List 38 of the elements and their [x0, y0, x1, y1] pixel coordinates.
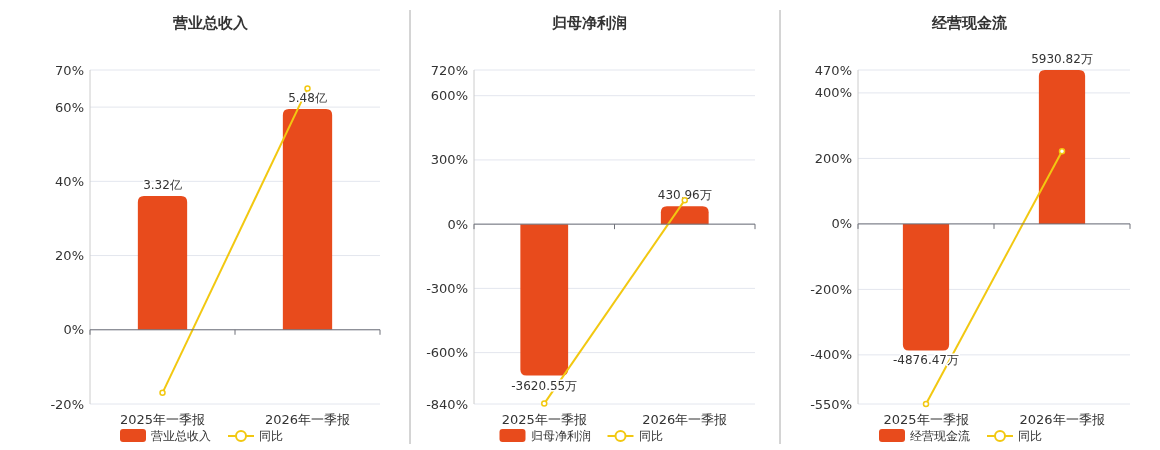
legend-label: 归母净利润	[530, 429, 591, 444]
data-label: 3.32亿	[143, 178, 182, 193]
x-tick-label: 2026年一季报	[1019, 412, 1105, 427]
legend-label: 经营现金流	[910, 429, 970, 444]
y-tick-label: 40%	[55, 173, 84, 189]
data-label: 5930.82万	[1031, 52, 1093, 66]
y-tick-label: 70%	[55, 62, 84, 78]
y-tick-label: -600%	[426, 345, 468, 361]
y-tick-label: 600%	[430, 88, 468, 104]
x-tick-label: 2025年一季报	[119, 412, 206, 427]
y-tick-label: 400%	[814, 85, 852, 101]
chart-title: 归母净利润	[551, 14, 627, 32]
legend-label: 营业总收入	[151, 429, 211, 444]
chart-title: 经营现金流	[930, 14, 1008, 32]
y-tick-label: -840%	[426, 396, 468, 412]
legend-label: 同比	[638, 429, 663, 444]
y-tick-label: 60%	[55, 99, 84, 115]
y-tick-label: -400%	[810, 347, 852, 363]
y-tick-label: -550%	[810, 396, 852, 412]
y-tick-label: 20%	[55, 248, 84, 264]
x-tick-label: 2025年一季报	[883, 412, 969, 427]
legend-label: 同比	[1018, 429, 1042, 444]
y-tick-label: -300%	[426, 280, 468, 296]
chart-title: 营业总收入	[171, 14, 249, 32]
x-tick-label: 2025年一季报	[501, 412, 587, 427]
x-tick-label: 2026年一季报	[642, 412, 728, 427]
y-tick-label: -200%	[810, 281, 852, 297]
y-tick-label: 200%	[814, 150, 852, 166]
x-tick-label: 2026年一季报	[264, 412, 351, 427]
y-tick-label: 0%	[831, 216, 852, 232]
legend-label: 同比	[259, 429, 283, 444]
y-tick-label: 470%	[814, 62, 852, 78]
y-tick-label: 720%	[430, 62, 468, 78]
y-tick-label: 0%	[63, 322, 84, 338]
y-tick-label: 300%	[430, 152, 468, 168]
y-tick-label: 0%	[447, 216, 468, 232]
data-label: 430.96万	[657, 188, 712, 203]
y-tick-label: -20%	[50, 396, 84, 412]
